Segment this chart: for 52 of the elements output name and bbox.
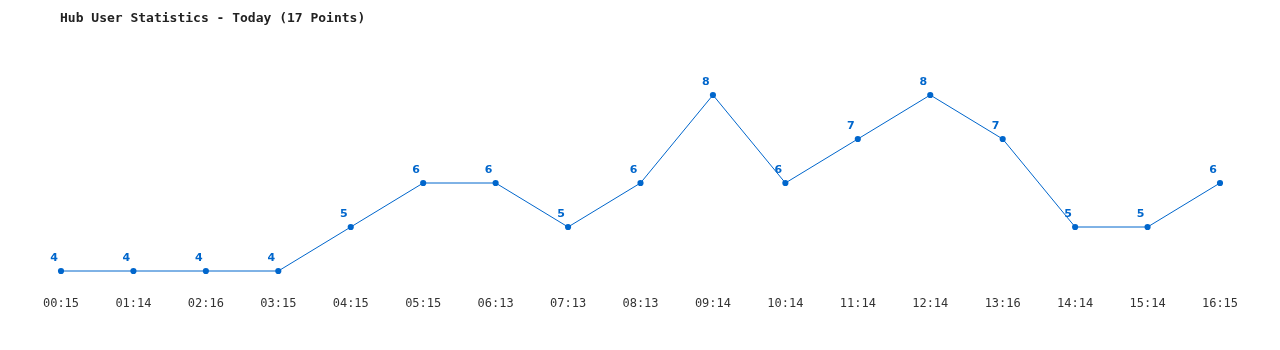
data-label: 4 (50, 251, 59, 264)
point (1216, 179, 1224, 187)
point (1144, 223, 1151, 231)
data-label: 5 (339, 207, 348, 220)
point (420, 179, 427, 187)
point (999, 135, 1006, 143)
data-label: 6 (412, 163, 421, 176)
x-tick-label: 11:14 (839, 296, 876, 310)
data-label: 7 (991, 119, 1000, 132)
data-label: 6 (774, 163, 783, 176)
point (709, 91, 717, 99)
data-label: 5 (557, 207, 565, 220)
point (854, 135, 861, 143)
point (347, 223, 354, 231)
point (564, 223, 572, 231)
x-tick-label: 13:16 (984, 296, 1021, 310)
x-tick-label: 12:14 (912, 296, 949, 310)
data-label: 7 (846, 119, 855, 132)
chart-title: Hub User Statistics - Today (17 Points) (60, 10, 366, 25)
x-tick-label: 00:15 (42, 296, 80, 310)
x-tick-label: 08:13 (622, 296, 659, 310)
x-tick-label: 05:15 (405, 296, 442, 310)
point (57, 267, 65, 275)
data-label: 6 (629, 163, 638, 176)
x-tick-label: 04:15 (332, 296, 369, 310)
x-tick-label: 14:14 (1057, 296, 1094, 310)
data-label: 5 (1136, 207, 1145, 220)
x-tick-label: 03:15 (260, 296, 297, 310)
point (637, 179, 644, 187)
data-label: 4 (267, 251, 276, 264)
point (275, 267, 282, 275)
point (492, 179, 499, 187)
x-tick-label: 06:13 (477, 296, 514, 310)
point (1072, 223, 1079, 231)
point (130, 267, 137, 275)
point (202, 267, 209, 275)
x-tick-label: 10:14 (767, 296, 804, 310)
x-tick-label: 09:14 (694, 296, 731, 310)
x-tick-label: 02:16 (187, 296, 224, 310)
data-label: 8 (919, 75, 928, 88)
x-tick-label: 15:14 (1129, 296, 1166, 310)
point (782, 179, 789, 187)
data-label: 5 (1064, 207, 1072, 220)
data-label: 6 (1209, 163, 1218, 176)
data-label: 6 (484, 163, 493, 176)
data-label: 8 (702, 75, 710, 88)
point (927, 91, 934, 99)
x-tick-label: 07:13 (550, 296, 587, 310)
x-tick-label: 16:15 (1201, 296, 1239, 310)
data-label: 4 (195, 251, 204, 264)
x-tick-label: 01:14 (115, 296, 152, 310)
data-label: 4 (122, 251, 131, 264)
